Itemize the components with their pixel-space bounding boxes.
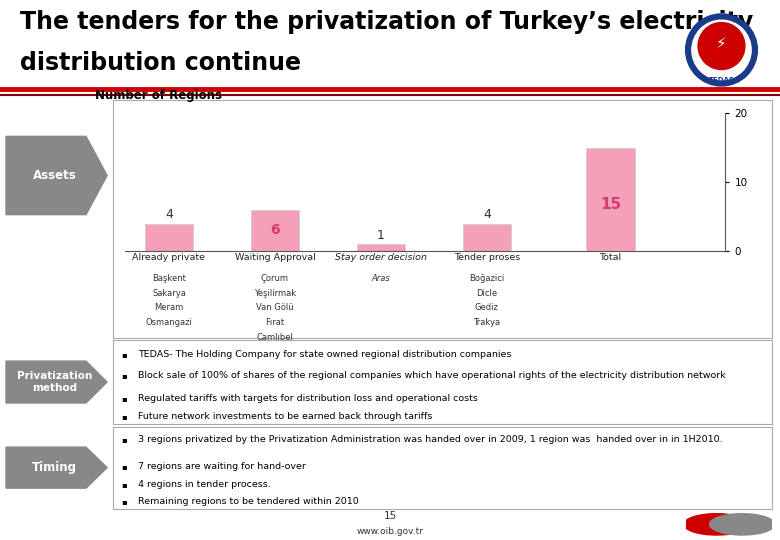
Circle shape	[710, 514, 775, 535]
Text: Regulated tariffs with targets for distribution loss and operational costs: Regulated tariffs with targets for distr…	[138, 394, 478, 403]
Text: Already private: Already private	[133, 253, 205, 262]
Text: 15: 15	[384, 511, 396, 521]
Text: 6: 6	[270, 224, 280, 238]
Text: Number of Regions: Number of Regions	[94, 90, 222, 103]
Text: ▪: ▪	[121, 435, 126, 444]
Text: Remaining regions to be tendered within 2010: Remaining regions to be tendered within …	[138, 497, 359, 506]
Text: ▪: ▪	[121, 394, 126, 403]
Text: Fırat: Fırat	[265, 318, 285, 327]
Circle shape	[684, 514, 749, 535]
Text: Yeşilirmak: Yeşilirmak	[254, 288, 296, 298]
Bar	[250, 210, 300, 251]
Bar	[587, 148, 635, 251]
Circle shape	[692, 20, 751, 80]
Text: Block sale of 100% of shares of the regional companies which have operational ri: Block sale of 100% of shares of the regi…	[138, 371, 726, 380]
Text: Sakarya: Sakarya	[152, 288, 186, 298]
Text: 1: 1	[377, 229, 385, 242]
Text: Tender proses: Tender proses	[454, 253, 520, 262]
Text: ★: ★	[51, 519, 60, 529]
Text: 4 regions in tender process.: 4 regions in tender process.	[138, 480, 271, 489]
Text: TEDAS- The Holding Company for state owned regional distribution companies: TEDAS- The Holding Company for state own…	[138, 350, 512, 359]
Text: Van Gölü: Van Gölü	[256, 303, 294, 312]
Text: www.oib.gov.tr: www.oib.gov.tr	[356, 526, 424, 536]
Circle shape	[698, 23, 745, 70]
Text: ☽: ☽	[26, 515, 41, 534]
Text: Trakya: Trakya	[473, 318, 501, 327]
Text: Gediz: Gediz	[475, 303, 499, 312]
Text: ⚡: ⚡	[716, 36, 727, 51]
Polygon shape	[6, 136, 107, 214]
Text: 15: 15	[600, 197, 621, 212]
Text: Boğazici: Boğazici	[470, 274, 505, 282]
Text: Privatization
method: Privatization method	[16, 372, 92, 393]
Text: Dicle: Dicle	[477, 288, 498, 298]
Text: 3 regions privatized by the Privatization Administration was handed over in 2009: 3 regions privatized by the Privatizatio…	[138, 435, 723, 444]
Text: Stay order decision: Stay order decision	[335, 253, 427, 262]
Bar	[144, 224, 193, 251]
Text: Waiting Approval: Waiting Approval	[235, 253, 315, 262]
Bar	[356, 244, 406, 251]
Text: Uludağ: Uludağ	[260, 348, 290, 357]
Text: Total: Total	[600, 253, 622, 262]
Circle shape	[686, 14, 757, 86]
Text: ▪: ▪	[121, 371, 126, 380]
Text: Çorum: Çorum	[261, 274, 289, 282]
Text: Başkent: Başkent	[152, 274, 186, 282]
Text: ▪: ▪	[121, 462, 126, 471]
Text: Çamlıbel: Çamlıbel	[257, 333, 293, 342]
Text: ▪: ▪	[121, 412, 126, 421]
Text: 7 regions are waiting for hand-over: 7 regions are waiting for hand-over	[138, 462, 306, 471]
Text: Future network investments to be earned back through tariffs: Future network investments to be earned …	[138, 412, 433, 421]
Text: Osmangazi: Osmangazi	[146, 318, 193, 327]
Text: 4: 4	[165, 208, 173, 221]
Text: Assets: Assets	[33, 169, 76, 182]
Text: Aras: Aras	[371, 274, 390, 282]
Text: ▪: ▪	[121, 480, 126, 489]
Bar	[463, 224, 511, 251]
Text: Timing: Timing	[32, 461, 77, 474]
Text: TEDAŞ: TEDAŞ	[708, 77, 735, 83]
Text: ▪: ▪	[121, 350, 126, 359]
Text: The tenders for the privatization of Turkey’s electricity: The tenders for the privatization of Tur…	[20, 10, 753, 33]
Text: distribution continue: distribution continue	[20, 51, 300, 75]
Text: ▪: ▪	[121, 497, 126, 506]
Polygon shape	[6, 447, 107, 488]
Polygon shape	[6, 361, 107, 403]
Text: Meram: Meram	[154, 303, 183, 312]
Text: 4: 4	[483, 208, 491, 221]
